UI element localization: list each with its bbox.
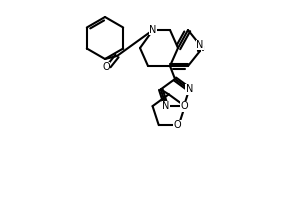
- Text: N: N: [186, 84, 193, 94]
- Text: N: N: [163, 101, 170, 111]
- Text: O: O: [180, 101, 188, 111]
- Text: O: O: [174, 120, 182, 130]
- Text: O: O: [102, 62, 110, 72]
- Text: N: N: [149, 25, 157, 35]
- Text: N: N: [196, 40, 204, 50]
